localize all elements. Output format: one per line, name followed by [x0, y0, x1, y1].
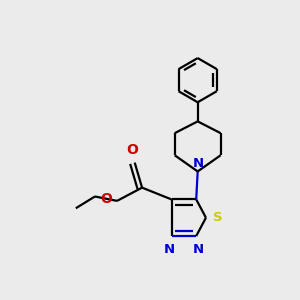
Text: N: N — [193, 157, 204, 170]
Text: S: S — [213, 211, 223, 224]
Text: N: N — [164, 243, 175, 256]
Text: N: N — [193, 243, 204, 256]
Text: O: O — [100, 192, 112, 206]
Text: O: O — [126, 143, 138, 157]
